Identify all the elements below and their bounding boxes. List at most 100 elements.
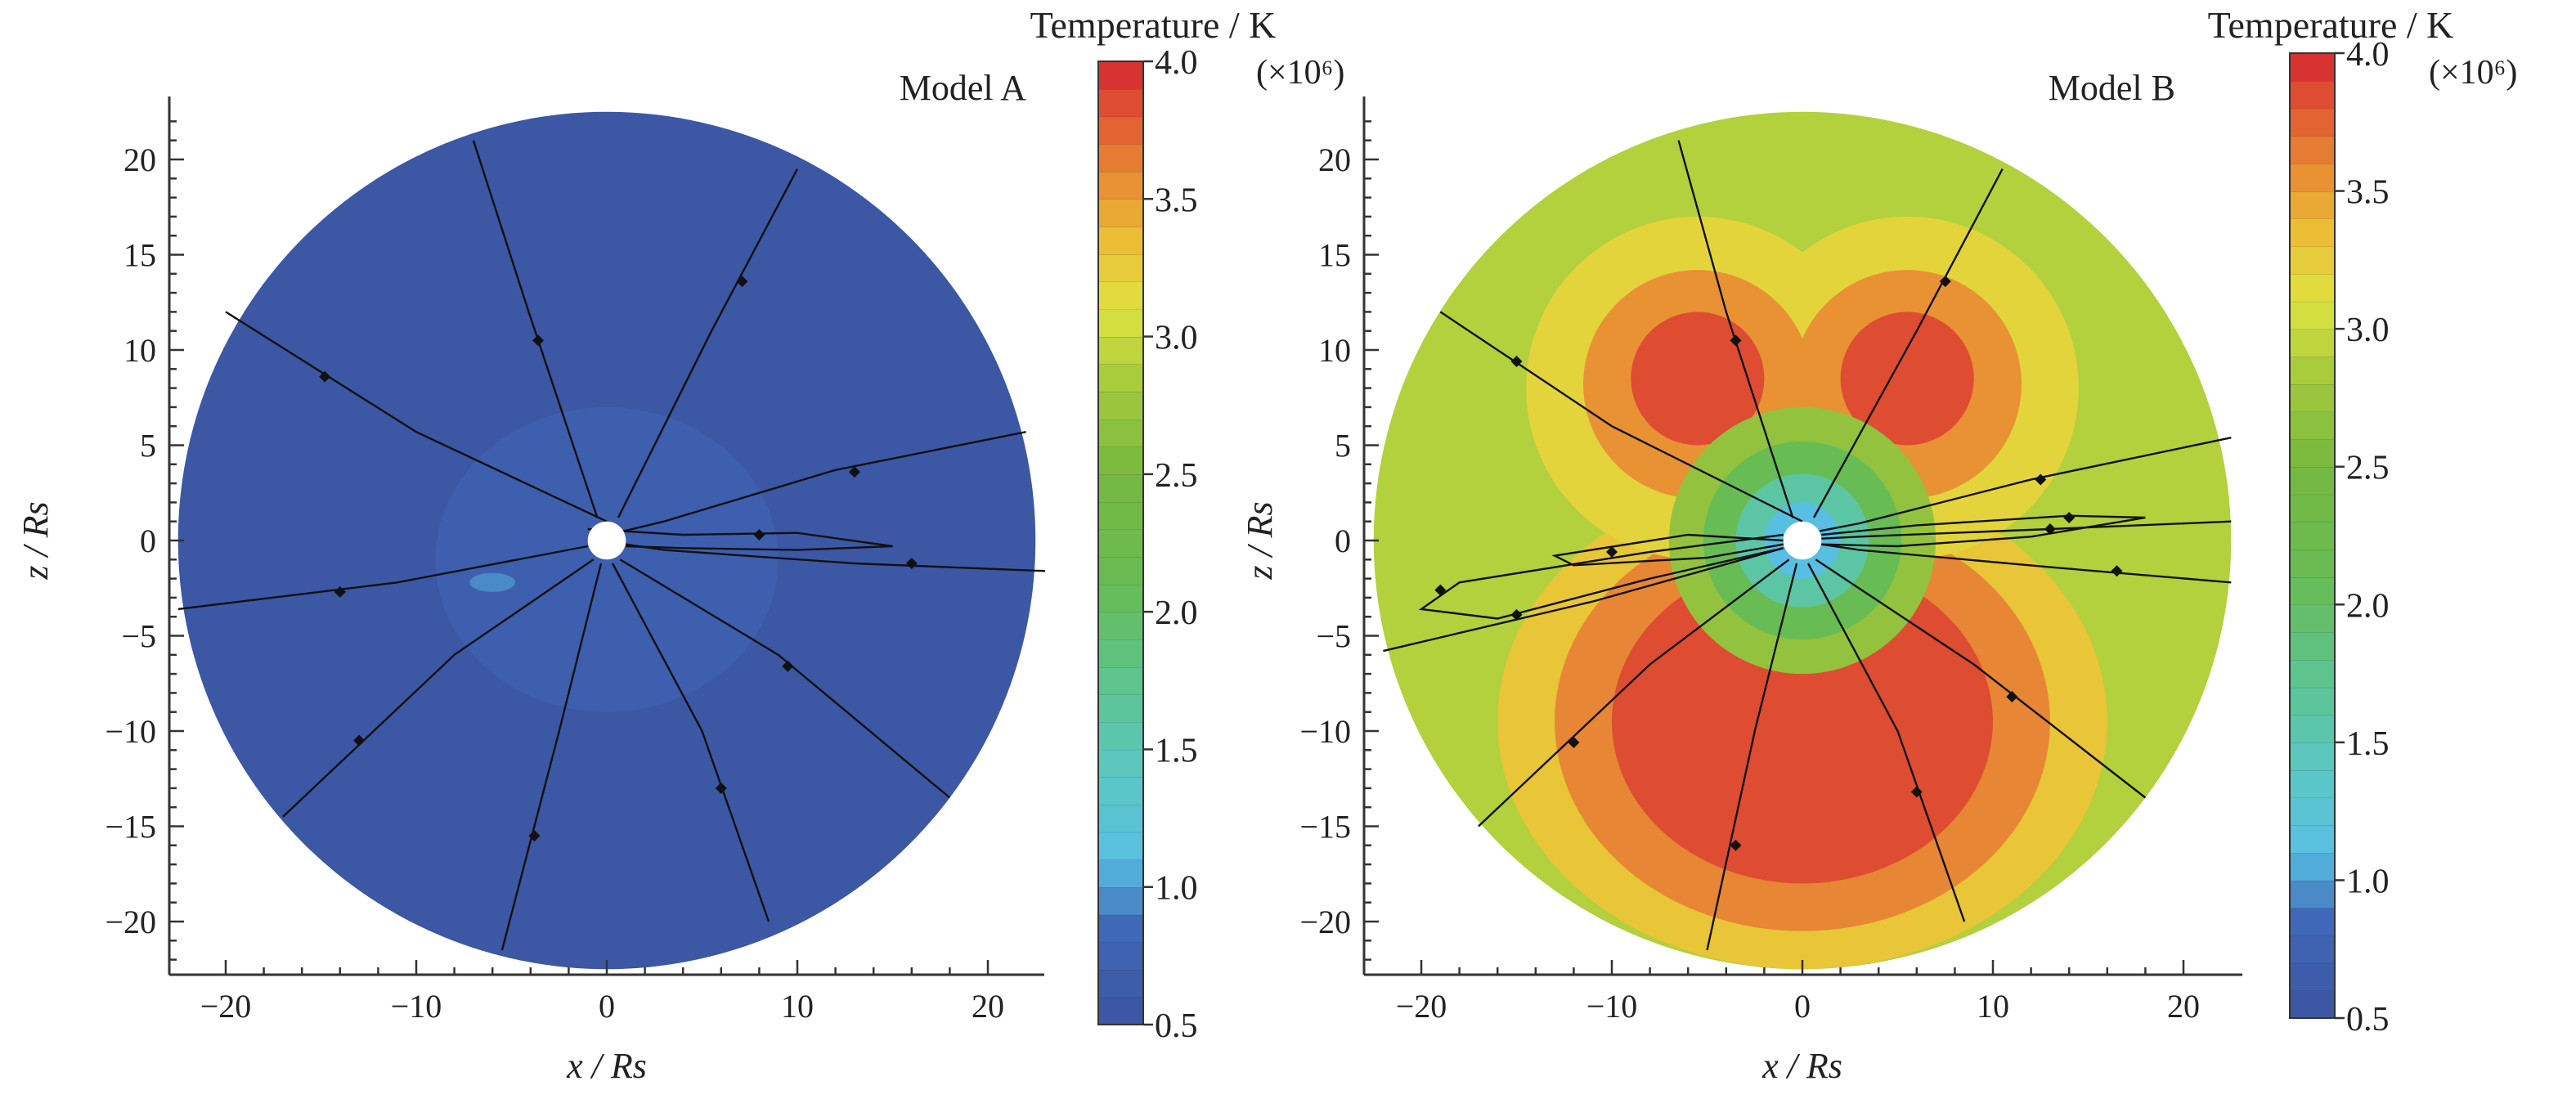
colorbar-model-b: 0.5 1.0 1.5 2.0 2.5 3.0 3.5 4.0 bbox=[2289, 36, 2390, 1038]
colorbar-tick-label: 1.5 bbox=[1155, 732, 1198, 769]
colorbar-tick-label: 1.5 bbox=[2346, 725, 2390, 763]
colorbar-band bbox=[2290, 108, 2335, 137]
colorbar-band bbox=[1098, 666, 1143, 695]
colorbar-band bbox=[1098, 639, 1143, 667]
field-line-13 bbox=[1551, 533, 1784, 567]
y-tick-label: 20 bbox=[1318, 141, 1351, 178]
field-line-arrow-3 bbox=[2035, 473, 2047, 486]
field-line-arrow-1 bbox=[1730, 334, 1742, 347]
colorbar-band bbox=[1098, 308, 1143, 338]
colorbar-band bbox=[1098, 364, 1143, 392]
field-line-arrow-6 bbox=[715, 782, 727, 794]
field-line-arrow-10 bbox=[753, 529, 765, 541]
field-line-9 bbox=[1478, 558, 1790, 828]
field-line-arrow-4 bbox=[905, 557, 918, 569]
colorbar-tick-label: 4.0 bbox=[1155, 44, 1198, 82]
colorbar-band bbox=[1098, 446, 1143, 475]
field-line-arrow-5 bbox=[2111, 565, 2123, 577]
x-axis-label-model-a: x / Rs bbox=[566, 1046, 647, 1086]
y-tick-label: −5 bbox=[1316, 618, 1351, 655]
x-tick-label: 20 bbox=[972, 988, 1004, 1025]
sun-mask-model-b bbox=[1783, 521, 1822, 560]
colorbar-band bbox=[2290, 329, 2335, 357]
colorbar-band bbox=[1098, 171, 1143, 200]
field-line-5 bbox=[619, 558, 951, 799]
field-line-1 bbox=[1677, 140, 1794, 518]
field-line-0 bbox=[1439, 311, 1803, 523]
colorbar-band bbox=[2290, 466, 2335, 495]
colorbar-band bbox=[2290, 494, 2335, 523]
field-line-8 bbox=[282, 558, 595, 818]
field-line-7 bbox=[1806, 563, 1966, 922]
colorbar-band bbox=[1098, 997, 1143, 1025]
axes-model-b: −20 −10 0 10 20 −20 −15 −10 −5 0 5 10 15 20 bbox=[1299, 96, 2242, 1025]
colorbar-band bbox=[1098, 832, 1143, 860]
colorbar-band bbox=[1098, 391, 1143, 420]
y-tick-label: −5 bbox=[121, 618, 156, 655]
colorbar-tick-label: 3.0 bbox=[2346, 312, 2390, 349]
colorbar-band bbox=[1098, 584, 1143, 612]
colorbar-frame bbox=[2289, 52, 2336, 1019]
colorbar-band bbox=[1098, 612, 1143, 640]
colorbar-band bbox=[2290, 163, 2335, 192]
y-tick-label: 20 bbox=[123, 141, 156, 178]
colorbar-band bbox=[1098, 529, 1143, 558]
field-line-arrow-12 bbox=[2063, 512, 2076, 524]
colorbar-band bbox=[1098, 914, 1143, 943]
y-tick-label: 0 bbox=[140, 523, 156, 559]
y-axis-label-model-b: z / Rs bbox=[1240, 501, 1280, 580]
y-tick-label: 15 bbox=[1318, 237, 1351, 274]
field-line-8 bbox=[1706, 563, 1798, 951]
colorbar-band bbox=[2290, 990, 2335, 1019]
colorbar-band bbox=[2290, 825, 2335, 854]
x-tick-label: −20 bbox=[200, 988, 252, 1025]
colorbar-unit-model-b: (×10⁶) bbox=[2429, 54, 2517, 92]
field-region-7 bbox=[1631, 312, 1765, 446]
colorbar-band bbox=[1098, 336, 1143, 365]
field-region-2 bbox=[1612, 559, 1993, 884]
colorbar-band bbox=[2290, 191, 2335, 219]
sun-mask-model-a bbox=[587, 521, 626, 560]
colorbar-band bbox=[2290, 769, 2335, 798]
colorbar-tick-label: 0.5 bbox=[2346, 1001, 2390, 1038]
field-line-12 bbox=[1821, 514, 2146, 548]
colorbar-band bbox=[2290, 632, 2335, 661]
colorbar-band bbox=[1098, 473, 1143, 503]
colorbar-tick-label: 4.0 bbox=[2346, 36, 2390, 74]
colorbar-band bbox=[1098, 281, 1143, 310]
field-line-arrow-1 bbox=[532, 334, 545, 347]
colorbar-title-model-b: Temperature / K bbox=[2208, 4, 2454, 46]
field-line-arrow-9 bbox=[1568, 736, 1580, 748]
y-tick-label: 10 bbox=[123, 332, 156, 369]
field-lines-model-b bbox=[1383, 140, 2232, 951]
field-line-0 bbox=[225, 311, 608, 523]
field-line-10 bbox=[1383, 547, 1784, 653]
x-tick-label: 10 bbox=[781, 988, 814, 1025]
colorbar-band bbox=[2290, 80, 2335, 109]
y-axis-label-model-a: z / Rs bbox=[16, 501, 56, 580]
field-region-1 bbox=[469, 572, 516, 592]
y-tick-label: −10 bbox=[1299, 713, 1351, 750]
colorbar-band bbox=[1098, 501, 1143, 530]
colorbar-band bbox=[2290, 218, 2335, 247]
field-line-11 bbox=[1418, 533, 1784, 620]
colorbar-band bbox=[2290, 797, 2335, 826]
field-line-1 bbox=[472, 140, 599, 518]
x-tick-label: 10 bbox=[1977, 988, 2009, 1025]
colorbar-band bbox=[1098, 199, 1143, 227]
colorbar-band bbox=[2290, 687, 2335, 715]
colorbar-band bbox=[2290, 659, 2335, 688]
colorbar-tick-label: 2.5 bbox=[2346, 450, 2390, 487]
field-line-arrow-2 bbox=[736, 276, 748, 288]
colorbar-tick-label: 0.5 bbox=[1155, 1007, 1198, 1045]
colorbar-tick-label: 1.0 bbox=[2346, 863, 2390, 900]
y-tick-label: 5 bbox=[140, 428, 156, 464]
y-tick-label: −10 bbox=[105, 713, 156, 750]
colorbar-band bbox=[1098, 226, 1143, 255]
y-tick-label: −15 bbox=[1299, 809, 1351, 846]
field-line-arrow-13 bbox=[1606, 545, 1618, 558]
colorbar-band bbox=[1098, 859, 1143, 888]
colorbar-band bbox=[2290, 384, 2335, 412]
field-line-arrow-11 bbox=[1434, 584, 1447, 596]
colorbar-band bbox=[1098, 969, 1143, 998]
